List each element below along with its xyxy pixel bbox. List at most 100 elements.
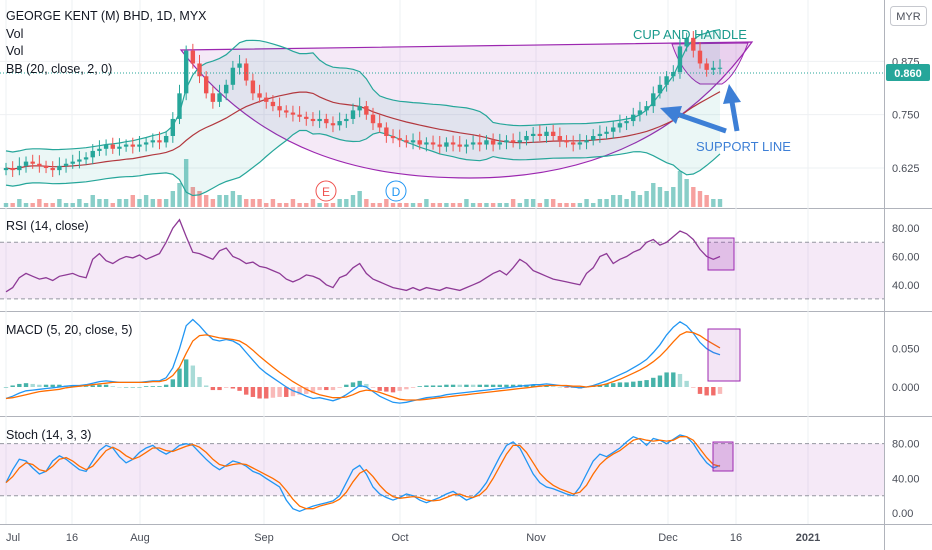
candle (550, 124, 556, 142)
candle-body (264, 97, 269, 102)
candle (203, 71, 209, 99)
candle (324, 113, 329, 129)
candle-body (564, 140, 569, 143)
volume-bar (90, 195, 95, 207)
volume-bar (377, 203, 382, 207)
candle (464, 139, 469, 154)
macd-histogram-bar (170, 379, 176, 387)
macd-tick-label: 0.000 (892, 382, 920, 394)
candle (257, 84, 262, 103)
macd-tick-label: 0.050 (892, 344, 920, 356)
macd-histogram-bar (123, 387, 129, 388)
candle-body (510, 140, 516, 143)
price-tick-label: 0.625 (892, 163, 920, 175)
candle (697, 42, 703, 69)
price-pane-legend: GEORGE KENT (M) BHD, 1D, MYX Vol Vol BB … (6, 9, 207, 76)
currency-button[interactable]: MYR (890, 6, 927, 26)
candle-body (444, 142, 449, 147)
volume-bar (691, 187, 696, 207)
macd-histogram-bar (384, 387, 389, 392)
cup-and-handle-label: CUP AND HANDLE (633, 27, 747, 42)
macd-histogram-bar (137, 387, 142, 388)
candle (671, 65, 676, 82)
volume-bar (604, 199, 609, 207)
candle-body (77, 159, 82, 162)
volume-bar (697, 191, 703, 207)
volume-bar (631, 191, 636, 207)
volume-bar (537, 203, 543, 207)
candle-body (377, 123, 382, 128)
volume-bar (644, 191, 649, 207)
stoch-tick-label: 0.00 (892, 508, 913, 520)
candle (370, 107, 376, 131)
time-tick-label: Jul (6, 532, 20, 544)
macd-histogram-bar (390, 387, 396, 393)
candle (357, 97, 362, 118)
candle (597, 125, 603, 143)
candle (711, 60, 716, 75)
candle (70, 154, 75, 169)
candle (691, 31, 696, 58)
candle (197, 54, 202, 84)
candle (704, 58, 709, 77)
macd-histogram-bar (103, 384, 109, 387)
candle (437, 136, 442, 154)
macd-histogram-bar (671, 372, 676, 387)
volume-bar (317, 203, 322, 207)
candle-body (537, 133, 543, 136)
rsi-band (0, 242, 884, 299)
earnings-marker[interactable]: E (315, 180, 337, 202)
candle (210, 86, 216, 109)
candle-body (57, 165, 62, 171)
candle (651, 86, 656, 113)
macd-histogram-bar (657, 375, 663, 387)
time-tick-label: Aug (130, 532, 150, 544)
candle-body (430, 142, 436, 145)
macd-histogram-bar (691, 387, 696, 388)
macd-histogram-bar (43, 384, 49, 387)
candle (50, 161, 55, 177)
macd-histogram-bar (203, 385, 209, 387)
volume-bar (57, 199, 62, 207)
volume-bar (457, 203, 462, 207)
volume-bar (597, 199, 603, 207)
candle (177, 84, 182, 125)
dividend-marker[interactable]: D (385, 180, 407, 202)
candle-body (717, 67, 723, 69)
candle (717, 59, 723, 75)
candle-body (163, 136, 169, 143)
cup-shape (179, 41, 754, 179)
support-arrow-left-icon (660, 106, 727, 134)
stoch-pane: 0.00 40.00 80.00 (0, 434, 920, 520)
macd-histogram-bar (3, 387, 9, 388)
candle-body (83, 157, 89, 160)
candle (43, 160, 49, 174)
candle (10, 161, 15, 177)
macd-histogram-bar (230, 387, 236, 389)
volume-bar (97, 199, 102, 207)
macd-histogram-bar (350, 382, 356, 387)
candle-body (637, 110, 643, 115)
volume-bar (350, 195, 356, 207)
volume-bar (370, 203, 376, 207)
candle (63, 158, 69, 173)
macd-histogram-bar (677, 373, 683, 387)
macd-histogram-bar (277, 387, 282, 397)
dividend-marker-label: D (392, 185, 401, 199)
candle (611, 120, 616, 139)
volume-bar (504, 203, 509, 207)
candle-body (130, 144, 135, 147)
candle-body (597, 133, 603, 136)
candle-body (490, 140, 496, 145)
candle-body (364, 106, 369, 115)
candle (544, 126, 549, 143)
macd-histogram-bar (544, 385, 549, 387)
candle (304, 111, 309, 126)
candle-body (337, 121, 342, 126)
candle-body (210, 93, 216, 102)
candle (284, 105, 289, 118)
volume-bar (577, 203, 583, 207)
volume-bar (397, 203, 402, 207)
candle-body (577, 142, 583, 145)
macd-histogram-bar (310, 387, 316, 394)
